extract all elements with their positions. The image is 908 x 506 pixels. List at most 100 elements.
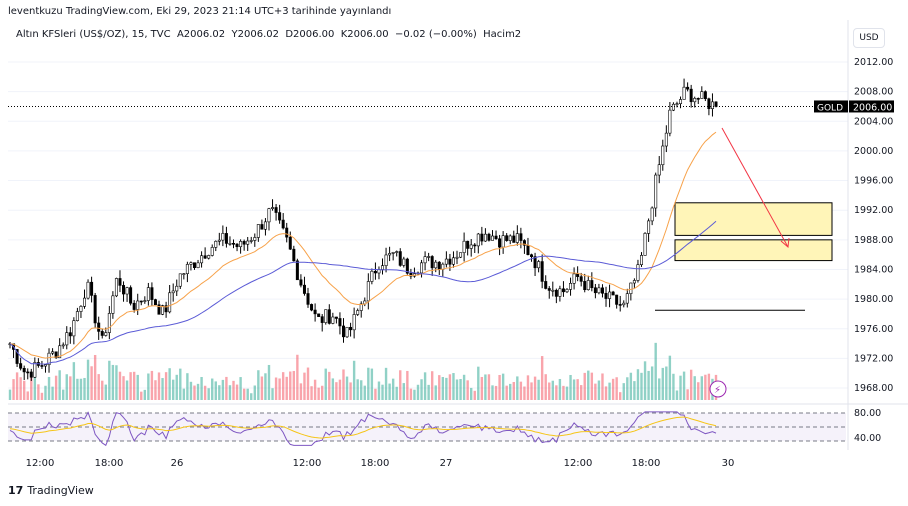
volume-bar [299,383,303,400]
candle-body [153,299,157,306]
lightning-glyph: ⚡ [714,385,721,396]
volume-bar [203,385,207,400]
symbol-legend[interactable]: Altın KFSleri (US$/OZ), 15, TVC A2006.02… [16,29,522,40]
candle-body [356,310,360,315]
candle-body [324,309,328,323]
candle-body [125,287,129,295]
volume-bar [686,389,689,400]
volume-bar [140,391,143,400]
volume-bar [477,366,480,400]
volume-bar [367,367,370,400]
candle-body [664,132,668,147]
candle-body [583,281,587,291]
candle-body [459,252,463,258]
volume-bar [597,380,601,400]
volume-bar [225,376,228,400]
candle-body [537,261,541,269]
price-tick: 1980.00 [854,294,893,305]
candle-body [274,207,278,213]
candle-body [714,101,718,107]
candle-body [185,264,189,274]
volume-bar [207,388,210,400]
price-tick: 2012.00 [854,57,893,68]
volume-bar [211,378,214,400]
candle-body [370,270,374,282]
candle-body [221,233,225,241]
rsi-tick: 80.00 [854,408,881,419]
volume-bar [423,372,427,400]
supply-demand-zone [674,202,833,236]
volume-bar [171,379,175,400]
volume-bar [445,377,448,400]
candle-body [381,265,385,270]
volume-bar [526,375,530,400]
candle-body [693,98,697,103]
candle-body [129,287,133,304]
volume-bar [239,377,242,400]
candle-body [388,253,392,256]
candle-body [136,300,140,310]
candle-body [132,302,136,310]
volume-bar [537,379,540,400]
candle-body [207,255,211,259]
candle-body [639,255,643,265]
volume-bar [576,379,579,400]
ema-line [9,131,717,359]
candle-body [349,326,353,331]
candle-body [654,174,658,209]
candle-body [150,287,154,300]
candle-body [338,318,342,327]
candle-body [192,262,196,269]
volume-bar [292,370,296,400]
volume-bar [516,376,519,400]
candle-body [72,320,76,337]
volume-bar [33,371,37,400]
candle-body [501,235,505,248]
candle-body [515,233,519,243]
candle-body [239,241,243,248]
volume-bar [235,384,239,400]
tradingview-logo[interactable]: 𝟭𝟳 TradingView [8,484,94,497]
candle-body [558,288,562,297]
rsi-line [9,411,717,447]
candle-body [107,313,111,333]
volume-bar [491,385,494,400]
volume-bar [430,371,434,400]
volume-bar [438,375,441,400]
volume-bar [409,388,413,400]
candle-body [341,325,345,338]
volume-bar [360,380,363,400]
volume-bar [242,388,246,400]
volume-bar [594,383,597,400]
last-price-label: 2006.00 [853,102,892,113]
volume-bar [494,385,498,400]
currency-button[interactable]: USD [853,28,885,48]
candle-body [487,233,491,241]
candle-body [232,243,236,245]
candle-body [267,208,271,223]
volume-bar [487,374,491,400]
candle-body [547,288,551,291]
candle-body [68,332,72,337]
volume-bar [54,375,58,400]
volume-bar [622,383,625,400]
candle-body [79,306,83,312]
volume-bar [619,392,622,400]
volume-bar [363,385,366,400]
volume-bar [161,378,164,400]
volume-bar [498,374,501,400]
volume-bar [544,374,547,400]
volume-bar [101,380,104,400]
volume-bar [356,379,359,400]
candle-body [703,91,707,100]
volume-bar [590,372,594,400]
candle-body [200,255,204,264]
candle-body [384,254,388,266]
volume-bar [271,388,274,400]
volume-bar [69,376,72,400]
candle-body [75,311,79,321]
candle-body [572,273,576,284]
volume-bar [342,369,345,400]
candle-body [228,243,232,245]
